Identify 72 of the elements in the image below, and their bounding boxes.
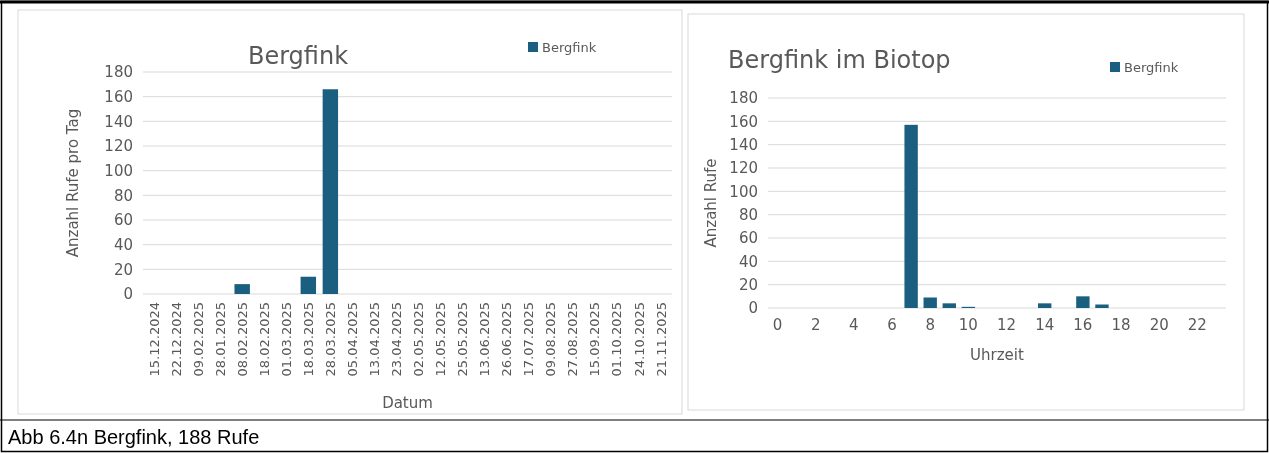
x-tick-label: 01.10.2025	[609, 302, 625, 377]
x-axis-title: Datum	[382, 394, 433, 412]
y-tick-label: 180	[104, 63, 133, 82]
bar	[942, 303, 956, 308]
x-tick-label: 15.09.2025	[587, 302, 603, 377]
x-tick-label: 18.03.2025	[300, 302, 316, 377]
bar	[1076, 296, 1090, 308]
x-tick-label: 0	[772, 316, 783, 334]
x-tick-label: 17.07.2025	[521, 302, 537, 377]
y-tick-label: 40	[113, 235, 133, 254]
x-tick-label: 24.10.2025	[631, 302, 647, 377]
bar	[322, 89, 339, 294]
x-tick-label: 01.03.2025	[278, 302, 294, 377]
y-tick-label: 120	[729, 159, 758, 178]
y-tick-label: 160	[729, 112, 758, 131]
x-tick-label: 20	[1149, 316, 1169, 334]
x-tick-label: 02.05.2025	[411, 302, 427, 377]
x-tick-label: 2	[810, 316, 821, 334]
chart-title: Bergfink	[247, 42, 349, 70]
chart-title: Bergfink im Biotop	[728, 46, 951, 74]
x-tick-label: 13.04.2025	[366, 302, 382, 377]
x-tick-label: 14	[1035, 316, 1055, 334]
y-tick-label: 140	[729, 135, 758, 154]
x-tick-label: 4	[849, 316, 859, 334]
x-tick-label: 22	[1187, 316, 1207, 334]
x-tick-label: 25.05.2025	[455, 302, 471, 377]
y-axis-title: Anzahl Rufe	[702, 158, 720, 248]
x-tick-label: 15.12.2024	[146, 302, 162, 377]
y-tick-label: 0	[123, 285, 133, 304]
x-tick-label: 28.01.2025	[212, 302, 228, 377]
x-tick-label: 09.08.2025	[543, 302, 559, 377]
legend-label: Bergfink	[1124, 59, 1179, 75]
y-tick-label: 160	[104, 87, 133, 106]
y-tick-label: 40	[738, 252, 758, 271]
x-tick-label: 6	[887, 316, 897, 334]
y-tick-label: 180	[729, 89, 758, 108]
y-tick-label: 60	[738, 229, 758, 248]
caption: Abb 6.4n Bergfink, 188 Rufe	[8, 426, 260, 448]
y-tick-label: 100	[104, 161, 133, 180]
x-tick-label: 16	[1073, 316, 1093, 334]
x-tick-label: 28.03.2025	[322, 302, 338, 377]
y-tick-label: 120	[104, 137, 133, 156]
bar	[1038, 303, 1052, 308]
x-tick-label: 18	[1111, 316, 1131, 334]
x-axis-title: Uhrzeit	[970, 346, 1025, 364]
y-axis-title: Anzahl Rufe pro Tag	[64, 108, 82, 258]
x-tick-label: 05.04.2025	[344, 302, 360, 377]
y-tick-label: 20	[738, 275, 758, 294]
x-tick-label: 12	[996, 316, 1017, 334]
x-tick-label: 10	[958, 316, 978, 334]
x-tick-label: 08.02.2025	[234, 302, 250, 377]
x-tick-label: 12.05.2025	[433, 302, 449, 377]
x-tick-label: 09.02.2025	[190, 302, 206, 377]
x-tick-label: 21.11.2025	[653, 302, 669, 377]
y-tick-label: 60	[113, 211, 133, 230]
y-tick-label: 80	[113, 186, 133, 205]
y-tick-label: 140	[104, 112, 133, 131]
y-tick-label: 20	[113, 260, 133, 279]
x-tick-label: 18.02.2025	[256, 302, 272, 377]
bar	[904, 124, 918, 308]
x-tick-label: 13.06.2025	[477, 302, 493, 377]
x-tick-label: 22.12.2024	[168, 302, 184, 377]
bar	[300, 276, 317, 294]
x-tick-label: 26.06.2025	[499, 302, 515, 377]
legend-label: Bergfink	[542, 39, 597, 55]
x-tick-label: 8	[925, 316, 935, 334]
y-tick-label: 100	[729, 182, 758, 201]
x-tick-label: 23.04.2025	[389, 302, 405, 377]
x-tick-label: 27.08.2025	[565, 302, 581, 377]
bar	[923, 297, 937, 308]
bar	[234, 284, 250, 294]
y-tick-label: 80	[738, 205, 758, 224]
